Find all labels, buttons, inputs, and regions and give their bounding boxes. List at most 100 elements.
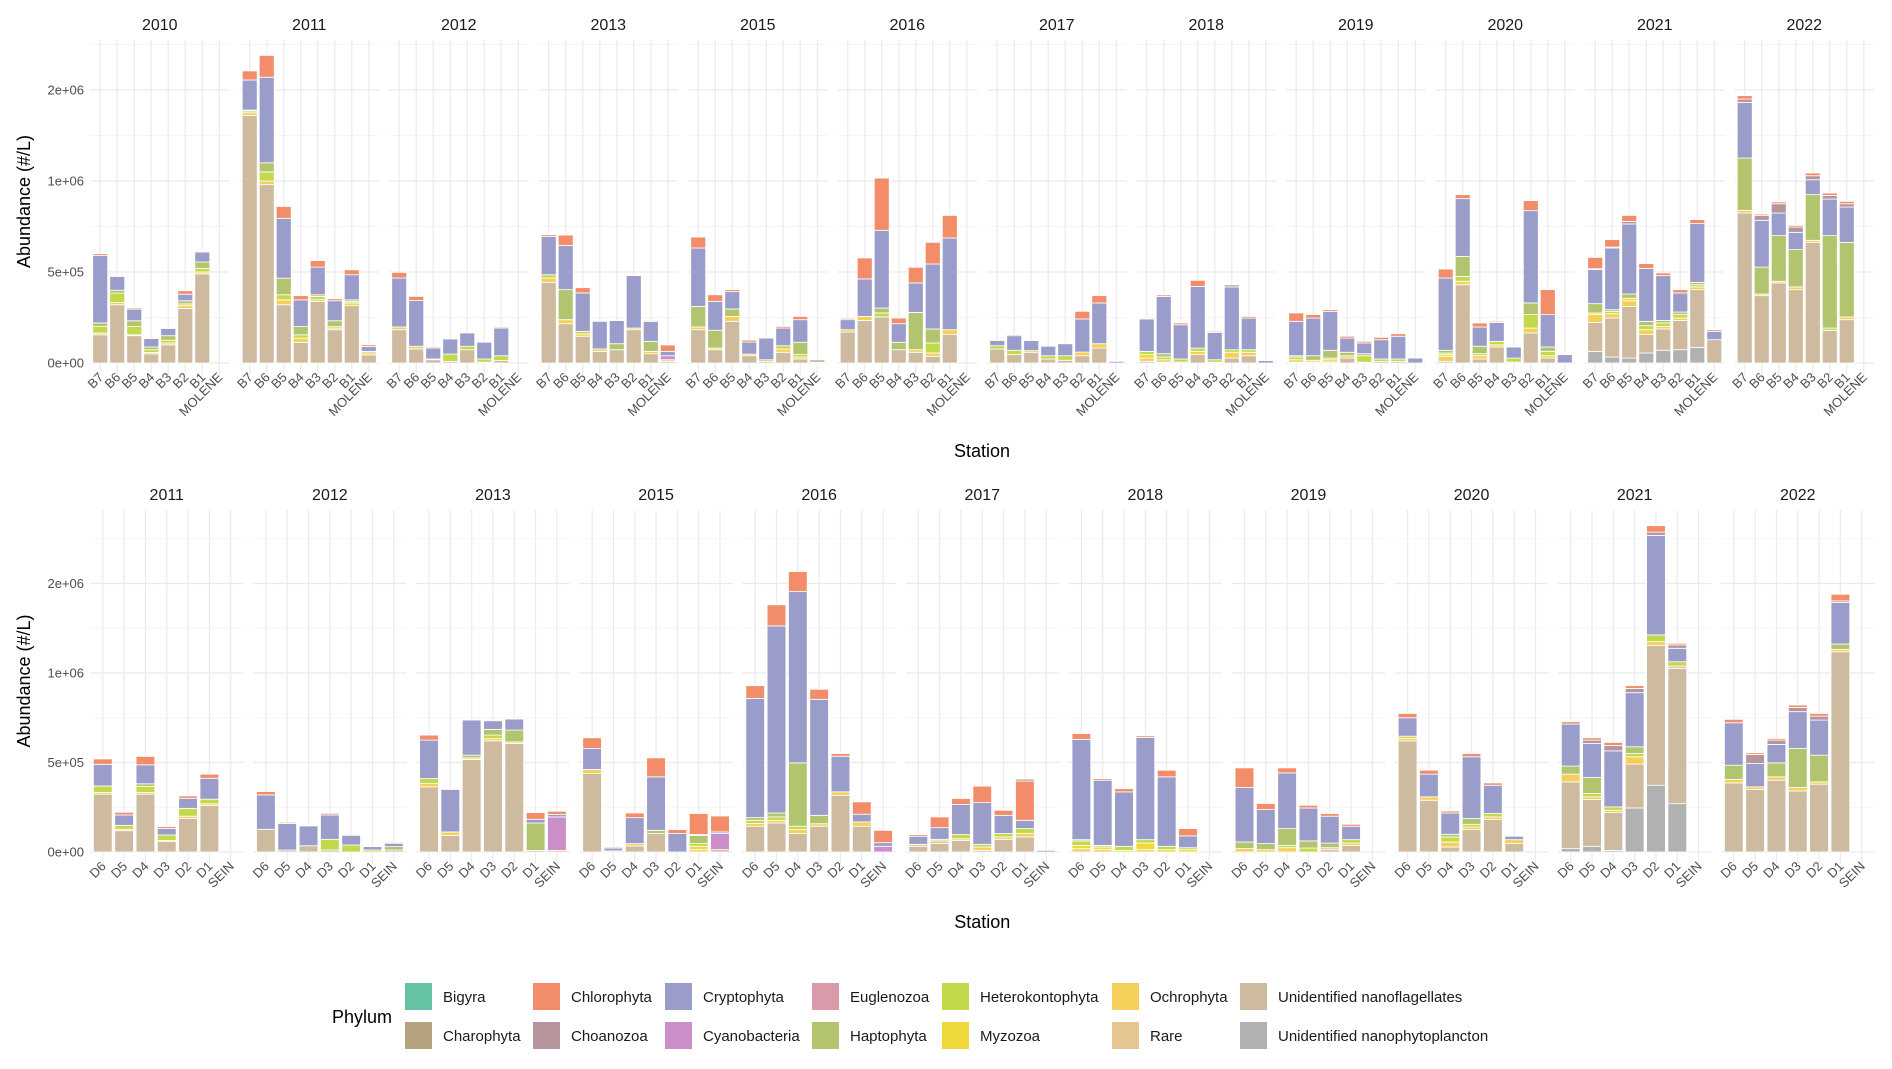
bar-segment-unidentified-nanophytoplancton: 2021 D6 – Unidentified nanophytoplancton… <box>1560 848 1581 853</box>
bar-segment-heterokontophyta: 2018 D3 – Heterokontophyta: 19000 <box>1135 839 1156 844</box>
bar-D4: 2016 D4 – Unidentified nanoflagellates: … <box>788 571 808 853</box>
bar-B5: 2020 B5 – Unidentified nanoflagellates: … <box>1471 322 1488 364</box>
bar-segment-cryptophyta: 2016 D3 – Cryptophyta: 648000 <box>809 698 829 816</box>
legend-item: Charophyta <box>405 1022 521 1049</box>
bar-segment-chlorophyta: 2016 SEIN – Chlorophyta: 69000 <box>873 829 893 844</box>
bar-segment-cryptophyta: 2011 D4 – Cryptophyta: 106000 <box>135 764 156 785</box>
bar-segment-cryptophyta: 2010 B4 – Cryptophyta: 47000 <box>143 338 160 348</box>
panel-year-label: 2022 <box>1780 487 1816 504</box>
panel-top-2017: 2017 2017 B7 – Unidentified nanoflagellat… <box>981 17 1127 419</box>
bar-segment-ochrophyta: 2020 B2 – Ochrophyta: 27000 <box>1522 327 1539 334</box>
bar-B6: 2012 B6 – Unidentified nanoflagellates: … <box>408 295 425 364</box>
legend-swatch <box>405 983 432 1010</box>
bar-segment-cryptophyta: 2019 MOLENE – Cryptophyta: 27000 <box>1407 357 1424 364</box>
bar-segment-heterokontophyta: 2020 D2 – Heterokontophyta: 19000 <box>1483 813 1503 818</box>
bar-B4: 2018 B4 – Unidentified nanoflagellates: … <box>1189 279 1206 364</box>
panel-year-label: 2016 <box>889 17 925 34</box>
bar-B2: 2021 B2 – Unidentified nanophytoplancton… <box>1672 289 1689 364</box>
bar-segment-unidentified-nanoflagellates: 2015 B5 – Unidentified nanoflagellates: … <box>724 320 741 364</box>
bar-segment-chlorophyta: 2012 B5 – Chlorophyta: 6000 <box>425 346 442 349</box>
bar-segment-chlorophyta: 2013 B6 – Chlorophyta: 57000 <box>557 234 574 246</box>
bar-segment-unidentified-nanoflagellates: 2021 B5 – Unidentified nanoflagellates: … <box>1621 305 1638 359</box>
bar-segment-unidentified-nanophytoplancton: 2021 D1 – Unidentified nanophytoplancton… <box>1667 803 1688 853</box>
bar-segment-choanozoa: 2022 B2 – Choanozoa: 20000 <box>1821 194 1838 200</box>
legend-label: Chlorophyta <box>571 989 653 1006</box>
bar-segment-unidentified-nanoflagellates: 2016 D2 – Unidentified nanoflagellates: … <box>830 794 851 853</box>
bar-segment-chlorophyta: 2011 D5 – Chlorophyta: 15000 <box>114 811 134 816</box>
bar-segment-haptophyta: 2010 B3 – Haptophyta: 25000 <box>160 335 177 341</box>
bar-segment-chlorophyta: 2021 B4 – Chlorophyta: 26000 <box>1638 263 1655 269</box>
bar-B1: 2020 B1 – Unidentified nanoflagellates: … <box>1539 289 1556 364</box>
bar-segment-chlorophyta: 2015 B5 – Chlorophyta: 11000 <box>724 289 741 293</box>
bar-segment-chlorophyta: 2015 B1 – Chlorophyta: 18000 <box>792 316 809 321</box>
bar-segment-unidentified-nanoflagellates: 2022 D3 – Unidentified nanoflagellates: … <box>1787 790 1808 853</box>
bar-segment-chlorophyta: 2011 D4 – Chlorophyta: 47000 <box>135 756 156 766</box>
bar-segment-cryptophyta: 2017 D1 – Cryptophyta: 46000 <box>1015 819 1035 829</box>
bar-segment-chlorophyta: 2019 D1 – Chlorophyta: 11000 <box>1341 823 1361 827</box>
bar-segment-haptophyta: 2022 D4 – Haptophyta: 78000 <box>1766 762 1787 778</box>
bar-segment-chlorophyta: 2018 D5 – Chlorophyta: 9000 <box>1092 778 1113 781</box>
bar-segment-cryptophyta: 2015 B6 – Cryptophyta: 159000 <box>707 300 724 331</box>
bar-D1: 2022 D1 – Unidentified nanoflagellates: … <box>1830 593 1851 853</box>
panel-year-label: 2020 <box>1487 17 1523 34</box>
bar-segment-cryptophyta: 2013 D5 – Cryptophyta: 237000 <box>440 789 461 833</box>
bar-B7: 2013 B7 – Unidentified nanoflagellates: … <box>540 234 557 364</box>
bar-B1: 2016 B1 – Unidentified nanoflagellates: … <box>941 214 958 364</box>
bar-segment-chlorophyta: 2020 B4 – Chlorophyta: 6000 <box>1488 320 1505 323</box>
bar-segment-haptophyta: 2022 B7 – Haptophyta: 287000 <box>1736 157 1753 211</box>
bar-segment-haptophyta: 2020 B5 – Haptophyta: 41000 <box>1471 345 1488 355</box>
bar-B6: 2018 B6 – Unidentified nanoflagellates: … <box>1155 294 1172 364</box>
bar-segment-chlorophyta: 2011 MOLENE – Chlorophyta: 9000 <box>360 344 377 347</box>
bar-segment-heterokontophyta: 2021 B2 – Heterokontophyta: 19000 <box>1672 314 1689 319</box>
bar-segment-heterokontophyta: 2019 D3 – Heterokontophyta: 22000 <box>1298 847 1319 853</box>
y-tick-label: 1e+06 <box>47 666 84 681</box>
bar-segment-haptophyta: 2016 B3 – Haptophyta: 205000 <box>907 312 924 351</box>
bar-segment-chlorophyta: 2017 D2 – Chlorophyta: 28000 <box>993 809 1014 816</box>
x-tick-label: D3 <box>477 859 499 881</box>
bar-segment-haptophyta: 2021 D6 – Haptophyta: 45000 <box>1560 765 1581 775</box>
bar-segment-choanozoa: 2021 D1 – Choanozoa: 19000 <box>1667 644 1688 649</box>
legend-item: Chlorophyta <box>533 983 653 1010</box>
bar-segment-cryptophyta: 2017 B7 – Cryptophyta: 28000 <box>989 340 1006 347</box>
panel-bottom-2012: 2012 2012 D6 – Unidentified nanoflagellat… <box>250 487 407 891</box>
bar-segment-chlorophyta: 2020 B1 – Chlorophyta: 137000 <box>1539 289 1556 315</box>
bar-segment-ochrophyta: 2018 B1 – Ochrophyta: 19000 <box>1240 351 1257 357</box>
bar-D6: 2021 D6 – Unidentified nanophytoplancton… <box>1560 721 1581 853</box>
bar-segment-unidentified-nanoflagellates: 2011 B3 – Unidentified nanoflagellates: … <box>309 301 326 364</box>
bar-segment-ochrophyta: 2016 D4 – Ochrophyta: 22000 <box>788 829 808 834</box>
bar-segment-ochrophyta: 2021 D6 – Ochrophyta: 43000 <box>1560 773 1581 783</box>
bar-segment-unidentified-nanoflagellates: 2017 D6 – Unidentified nanoflagellates: … <box>908 845 929 853</box>
bar-segment-haptophyta: 2010 B5 – Haptophyta: 32000 <box>126 320 143 328</box>
bar-segment-chlorophyta: 2020 B6 – Chlorophyta: 22000 <box>1454 194 1471 200</box>
bar-segment-ochrophyta: 2018 B7 – Ochrophyta: 18000 <box>1138 357 1155 362</box>
bar-segment-cryptophyta: 2022 D3 – Cryptophyta: 206000 <box>1787 711 1808 749</box>
bar-segment-cryptophyta: 2016 D1 – Cryptophyta: 43000 <box>852 813 872 823</box>
panel-top-2011: 2011 2011 B7 – Unidentified nanoflagellat… <box>234 17 379 419</box>
bar-D3: 2012 D3 – Unidentified nanoflagellates: … <box>320 812 340 853</box>
bar-segment-cryptophyta: 2011 B5 – Cryptophyta: 329000 <box>275 217 292 279</box>
bar-segment-chlorophyta: 2016 D4 – Chlorophyta: 112000 <box>788 571 808 592</box>
bar-segment-choanozoa: 2021 D3 – Choanozoa: 24000 <box>1624 687 1645 694</box>
bar-segment-heterokontophyta: 2011 D3 – Heterokontophyta: 31000 <box>156 834 177 841</box>
bar-segment-cryptophyta: 2018 D4 – Cryptophyta: 304000 <box>1114 791 1134 847</box>
bar-B2: 2012 B2 – Unidentified nanoflagellates: … <box>476 341 493 364</box>
bar-segment-cryptophyta: 2011 D5 – Cryptophyta: 58000 <box>114 814 134 826</box>
bar-segment-myzozoa: 2018 D6 – Myzozoa: 19000 <box>1071 844 1092 850</box>
bar-segment-heterokontophyta: 2017 D1 – Heterokontophyta: 28000 <box>1015 828 1035 834</box>
bar-segment-cryptophyta: 2012 D5 – Cryptophyta: 149000 <box>277 822 297 851</box>
bar-segment-unidentified-nanoflagellates: 2016 B2 – Unidentified nanoflagellates: … <box>924 355 941 364</box>
bar-segment-haptophyta: 2016 D3 – Haptophyta: 47000 <box>809 814 829 825</box>
bar-segment-ochrophyta: 2010 B2 – Ochrophyta: 15000 <box>177 305 194 309</box>
bar-segment-myzozoa: 2015 D1 – Myzozoa: 19000 <box>688 845 709 851</box>
bar-segment-unidentified-nanoflagellates: 2022 B2 – Unidentified nanoflagellates: … <box>1821 330 1838 364</box>
bar-segment-haptophyta: 2010 B4 – Haptophyta: 15000 <box>143 346 160 351</box>
bar-segment-chlorophyta: 2022 D4 – Chlorophyta: 9000 <box>1766 738 1787 741</box>
x-tick-label: D4 <box>1108 859 1130 881</box>
panel-year-label: 2019 <box>1338 17 1374 34</box>
bar-segment-chlorophyta: 2017 B7 – Chlorophyta: 5000 <box>989 339 1006 342</box>
bar-B1: 2011 B1 – Unidentified nanoflagellates: … <box>343 269 360 364</box>
bar-segment-unidentified-nanoflagellates: 2020 B4 – Unidentified nanoflagellates: … <box>1488 346 1505 364</box>
bar-D4: 2012 D4 – Unidentified nanoflagellates: … <box>298 824 319 853</box>
bar-segment-unidentified-nanoflagellates: 2020 B2 – Unidentified nanoflagellates: … <box>1522 332 1539 364</box>
x-tick-label: D3 <box>314 859 336 881</box>
